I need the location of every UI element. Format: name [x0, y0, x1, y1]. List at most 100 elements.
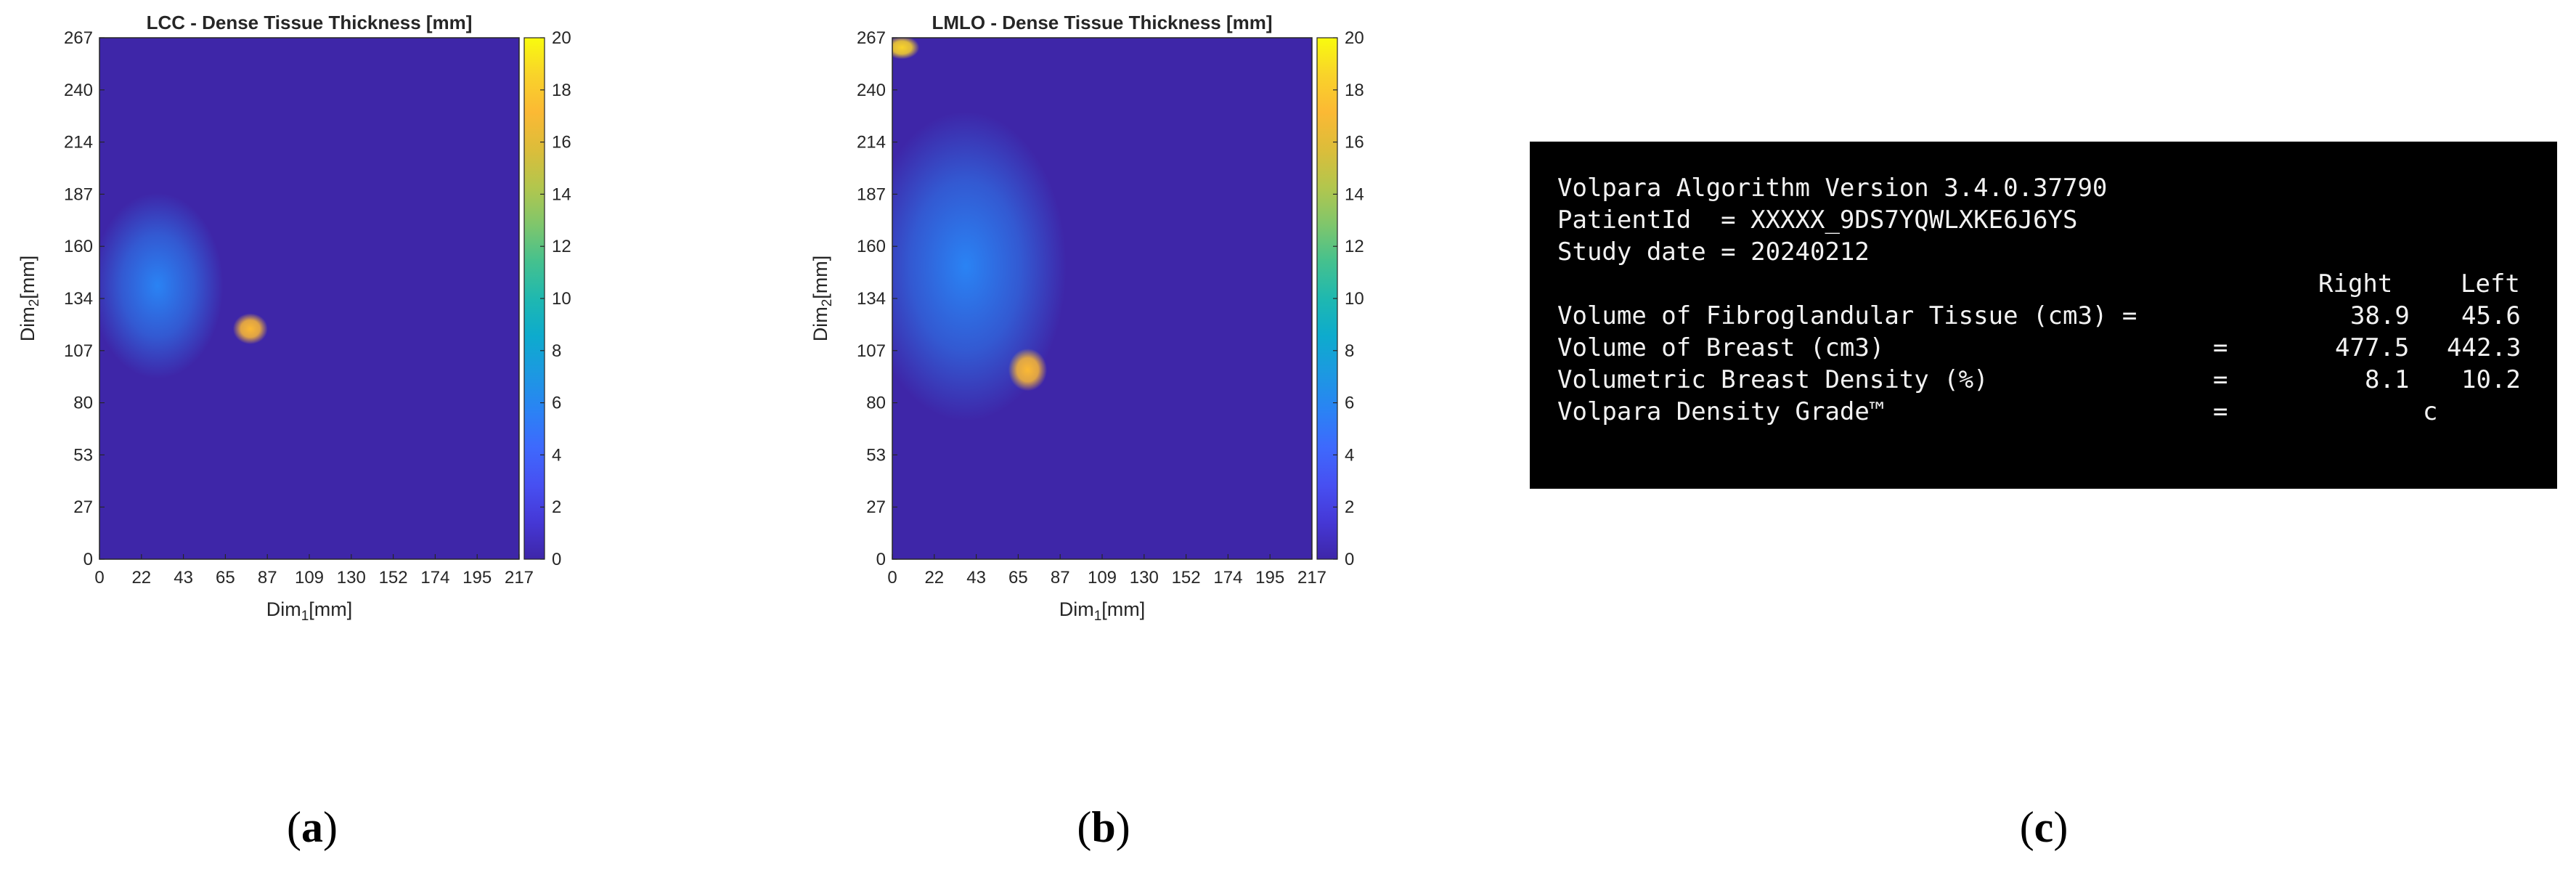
- caption-c: (c): [2019, 803, 2068, 851]
- colorbar-tick-label: 2: [1345, 497, 1354, 517]
- row-label: Volume of Breast (cm3): [1557, 333, 1885, 362]
- row-label: Volpara Density Grade™: [1557, 397, 1885, 426]
- x-tick-label: 22: [131, 568, 151, 588]
- x-tick-label: 217: [505, 568, 534, 588]
- colorbar-tick-label: 16: [552, 133, 571, 153]
- row-left-value: 45.6: [2461, 301, 2521, 330]
- y-tick-label: 53: [73, 445, 93, 465]
- y-tick-label: 107: [857, 341, 886, 361]
- report-study-date: Study date = 20240212: [1557, 237, 1870, 267]
- report-row-grade: Volpara Density Grade™ = c: [1557, 396, 2557, 428]
- volpara-report: Volpara Algorithm Version 3.4.0.37790 Pa…: [1530, 142, 2557, 489]
- density-regions: [892, 38, 1067, 421]
- y-tick-label: 160: [64, 237, 93, 256]
- colorbar-tick-label: 4: [1345, 445, 1354, 465]
- colorbar-tick-label: 10: [552, 289, 571, 309]
- y-tick-label: 134: [64, 289, 93, 309]
- colorbar-tick-label: 2: [552, 497, 561, 517]
- y-tick-label: 0: [83, 550, 93, 569]
- x-tick-label: 174: [1213, 568, 1242, 588]
- x-tick-label: 109: [1088, 568, 1117, 588]
- colorbar-tick-label: 8: [552, 341, 561, 361]
- row-grade-value: c: [2423, 397, 2438, 426]
- y-tick-label: 53: [866, 445, 886, 465]
- report-patient-id: PatientId = XXXXX_9DS7YQWLXKE6J6YS: [1557, 206, 2078, 235]
- report-version: Volpara Algorithm Version 3.4.0.37790: [1557, 174, 2108, 203]
- y-tick-label: 267: [64, 28, 93, 48]
- x-tick-label: 87: [258, 568, 277, 588]
- row-equals: =: [2213, 333, 2228, 362]
- y-tick-label: 0: [876, 550, 886, 569]
- x-tick-label: 43: [966, 568, 986, 588]
- y-axis-label: Dim2[mm]: [17, 256, 42, 342]
- chart-title: LCC - Dense Tissue Thickness [mm]: [147, 12, 473, 33]
- x-tick-label: 65: [216, 568, 235, 588]
- colorbar-tick-label: 20: [552, 28, 571, 48]
- density-region-tissue: [892, 111, 1067, 421]
- y-tick-label: 107: [64, 341, 93, 361]
- x-tick-label: 43: [174, 568, 193, 588]
- density-region-edge: [892, 38, 920, 60]
- x-tick-label: 152: [1172, 568, 1201, 588]
- caption-a: (a): [287, 803, 338, 851]
- y-tick-label: 80: [73, 394, 93, 413]
- row-left-value: 10.2: [2461, 365, 2521, 394]
- heatmap-lcc: LCC - Dense Tissue Thickness [mm] 0 22 43 65…: [17, 12, 571, 624]
- report-row-breast-volume: Volume of Breast (cm3) = 477.5 442.3: [1557, 332, 2557, 364]
- colorbar-tick-label: 14: [552, 184, 571, 204]
- report-column-headers: Right Left: [1557, 268, 2557, 300]
- colorbar-tick-label: 12: [552, 237, 571, 256]
- x-axis-label: Dim1[mm]: [266, 598, 353, 624]
- colorbar-tick-label: 12: [1345, 237, 1364, 256]
- colorbar-tick-label: 0: [1345, 550, 1354, 569]
- row-label: Volumetric Breast Density (%): [1557, 365, 1989, 394]
- heatmap-lmlo: LMLO - Dense Tissue Thickness [mm] 0 22 43 6…: [810, 12, 1364, 624]
- x-tick-label: 65: [1008, 568, 1028, 588]
- colorbar-tick-label: 6: [1345, 394, 1354, 413]
- x-axis-label: Dim1[mm]: [1059, 598, 1146, 624]
- x-tick-label: 87: [1051, 568, 1070, 588]
- colorbar-tick-label: 10: [1345, 289, 1364, 309]
- colorbar-tick-label: 0: [552, 550, 561, 569]
- x-tick-label: 217: [1297, 568, 1326, 588]
- x-tick-label: 22: [924, 568, 944, 588]
- y-axis-label: Dim2[mm]: [810, 256, 835, 342]
- x-tick-label: 195: [462, 568, 492, 588]
- row-label: Volume of Fibroglandular Tissue (cm3) =: [1557, 301, 2137, 330]
- colorbar-tick-label: 14: [1345, 184, 1364, 204]
- y-tick-label: 214: [64, 133, 93, 153]
- caption-b: (b): [1077, 803, 1130, 851]
- density-region-tissue: [99, 192, 224, 379]
- chart-title: LMLO - Dense Tissue Thickness [mm]: [932, 12, 1272, 33]
- row-equals: =: [2213, 365, 2228, 394]
- colorbar-tick-label: 4: [552, 445, 561, 465]
- y-tick-label: 214: [857, 133, 886, 153]
- colorbar-tick-label: 8: [1345, 341, 1354, 361]
- y-tick-label: 80: [866, 394, 886, 413]
- row-right-value: 477.5: [2335, 333, 2410, 362]
- column-left-header: Left: [2461, 269, 2520, 298]
- report-row-fgt: Volume of Fibroglandular Tissue (cm3) = …: [1557, 300, 2557, 332]
- panel-b: LMLO - Dense Tissue Thickness [mm] 0 22 43 6…: [784, 0, 1379, 639]
- y-tick-label: 240: [857, 81, 886, 100]
- x-tick-label: 152: [379, 568, 408, 588]
- y-tick-label: 27: [73, 497, 93, 517]
- x-tick-label: 109: [295, 568, 324, 588]
- x-tick-label: 130: [1130, 568, 1159, 588]
- x-tick-label: 130: [337, 568, 366, 588]
- x-tick-label: 195: [1255, 568, 1284, 588]
- column-right-header: Right: [2318, 269, 2393, 298]
- colorbar-tick-label: 18: [552, 81, 571, 100]
- x-tick-label: 0: [887, 568, 897, 588]
- colorbar-tick-label: 18: [1345, 81, 1364, 100]
- y-tick-label: 267: [857, 28, 886, 48]
- density-region-hotspot: [232, 313, 268, 344]
- report-row-density: Volumetric Breast Density (%) = 8.1 10.2: [1557, 364, 2557, 396]
- y-tick-label: 187: [857, 184, 886, 204]
- y-tick-label: 134: [857, 289, 886, 309]
- row-left-value: 442.3: [2447, 333, 2522, 362]
- colorbar-tick-label: 16: [1345, 133, 1364, 153]
- row-right-value: 38.9: [2350, 301, 2410, 330]
- y-tick-label: 160: [857, 237, 886, 256]
- density-region-hotspot: [1008, 348, 1048, 391]
